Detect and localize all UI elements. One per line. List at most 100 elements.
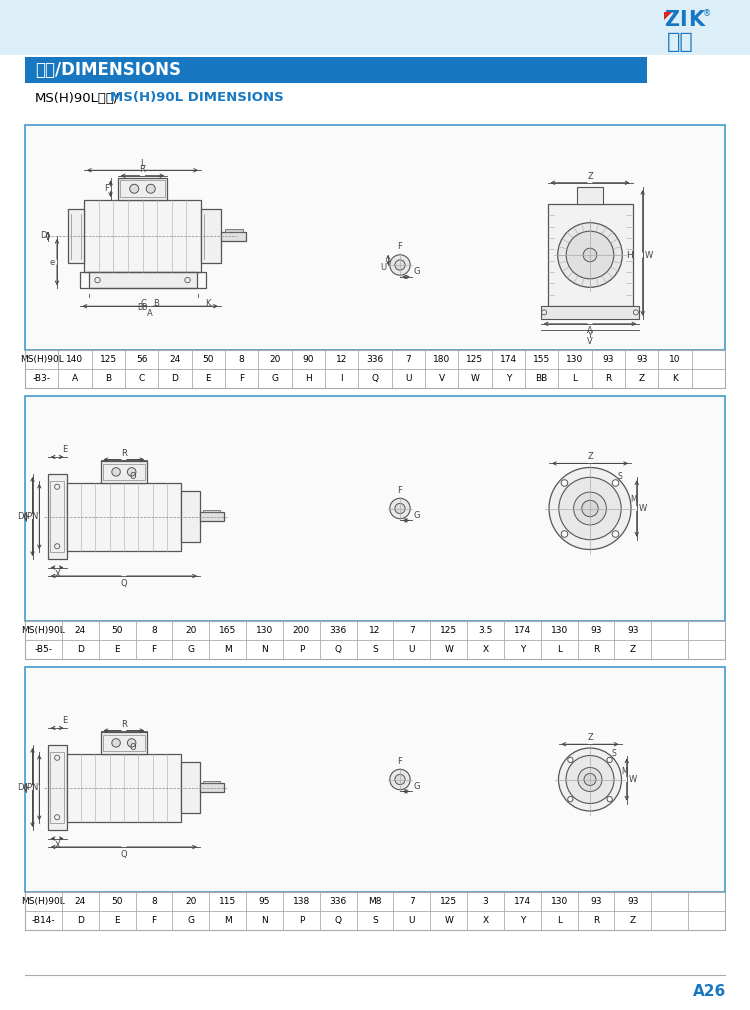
Text: 140: 140 [67, 355, 83, 364]
Text: R: R [140, 165, 146, 174]
Text: L: L [556, 916, 562, 925]
Text: 50: 50 [111, 626, 123, 635]
Text: 336: 336 [366, 355, 383, 364]
Text: A: A [147, 309, 153, 318]
Text: Z: Z [587, 172, 592, 181]
Text: 50: 50 [202, 355, 214, 364]
Text: O: O [129, 742, 136, 751]
Text: 125: 125 [466, 355, 484, 364]
Text: 336: 336 [329, 897, 346, 906]
Bar [67, 753, 182, 821]
Text: A: A [587, 325, 592, 334]
Text: C: C [140, 299, 146, 308]
Bar [118, 178, 167, 200]
Text: MS(H)90L尺寸/: MS(H)90L尺寸/ [35, 92, 119, 104]
Text: B: B [154, 299, 160, 308]
Text: 115: 115 [219, 897, 236, 906]
Bar [84, 200, 201, 272]
Text: I: I [679, 10, 687, 30]
Bar [80, 272, 206, 288]
Bar [25, 57, 647, 83]
Text: 130: 130 [256, 626, 273, 635]
Text: 90: 90 [302, 355, 314, 364]
Text: 7: 7 [406, 355, 411, 364]
Text: e: e [50, 258, 55, 267]
Text: S: S [372, 645, 378, 654]
Circle shape [390, 770, 410, 790]
Text: 174: 174 [500, 355, 517, 364]
Bar [67, 483, 182, 550]
Text: Z: Z [630, 916, 636, 925]
Bar [202, 510, 220, 512]
Circle shape [612, 480, 619, 486]
Text: E: E [62, 445, 68, 455]
Text: Q: Q [334, 645, 342, 654]
Bar [100, 732, 147, 753]
Text: K: K [672, 374, 678, 383]
Text: Y: Y [587, 331, 592, 340]
Text: R: R [605, 374, 611, 383]
Text: G: G [188, 916, 194, 925]
Text: P: P [298, 645, 304, 654]
Text: R: R [121, 720, 127, 729]
Text: S: S [618, 472, 622, 481]
Text: 174: 174 [514, 897, 531, 906]
Text: 93: 93 [590, 897, 602, 906]
Text: F: F [398, 242, 403, 251]
Text: X: X [54, 841, 60, 850]
Text: M: M [224, 645, 232, 654]
Text: F: F [104, 184, 109, 193]
Text: 20: 20 [185, 897, 196, 906]
Text: G: G [188, 645, 194, 654]
Circle shape [561, 530, 568, 537]
Circle shape [390, 498, 410, 519]
Text: BB: BB [536, 374, 548, 383]
Text: 180: 180 [433, 355, 450, 364]
Circle shape [549, 468, 631, 549]
Text: E: E [206, 374, 212, 383]
Circle shape [395, 260, 405, 270]
Circle shape [128, 468, 136, 476]
Text: L: L [572, 374, 578, 383]
Text: 174: 174 [514, 626, 531, 635]
Text: Q: Q [121, 579, 128, 588]
Bar [103, 735, 145, 751]
Text: 20: 20 [185, 626, 196, 635]
Text: Z: Z [664, 10, 680, 30]
Text: 165: 165 [219, 626, 236, 635]
Text: F: F [398, 756, 403, 766]
Circle shape [390, 255, 410, 275]
Text: K: K [206, 299, 211, 308]
Text: 24: 24 [75, 626, 86, 635]
Text: Y: Y [520, 916, 525, 925]
Circle shape [568, 797, 573, 802]
Circle shape [130, 184, 139, 193]
Text: W: W [644, 250, 652, 260]
Circle shape [559, 748, 622, 811]
Text: S: S [612, 748, 616, 758]
Text: 7: 7 [409, 897, 415, 906]
Text: R: R [593, 916, 599, 925]
Circle shape [559, 478, 621, 539]
Circle shape [584, 248, 597, 262]
Text: D: D [17, 512, 24, 521]
Text: 8: 8 [238, 355, 244, 364]
Text: W: W [470, 374, 479, 383]
Text: P: P [298, 916, 304, 925]
Bar [25, 621, 725, 659]
Text: 10: 10 [669, 355, 681, 364]
Text: 95: 95 [259, 897, 270, 906]
Circle shape [582, 500, 598, 517]
Bar [25, 350, 725, 388]
Text: M8: M8 [368, 897, 382, 906]
Text: X: X [482, 916, 488, 925]
Text: W: W [629, 775, 638, 784]
Text: E: E [62, 716, 68, 725]
Bar [100, 462, 147, 483]
Bar [50, 751, 64, 823]
Text: 155: 155 [533, 355, 550, 364]
Bar [541, 306, 639, 319]
Text: S: S [372, 916, 378, 925]
Text: W: W [444, 645, 453, 654]
Text: F: F [152, 645, 157, 654]
